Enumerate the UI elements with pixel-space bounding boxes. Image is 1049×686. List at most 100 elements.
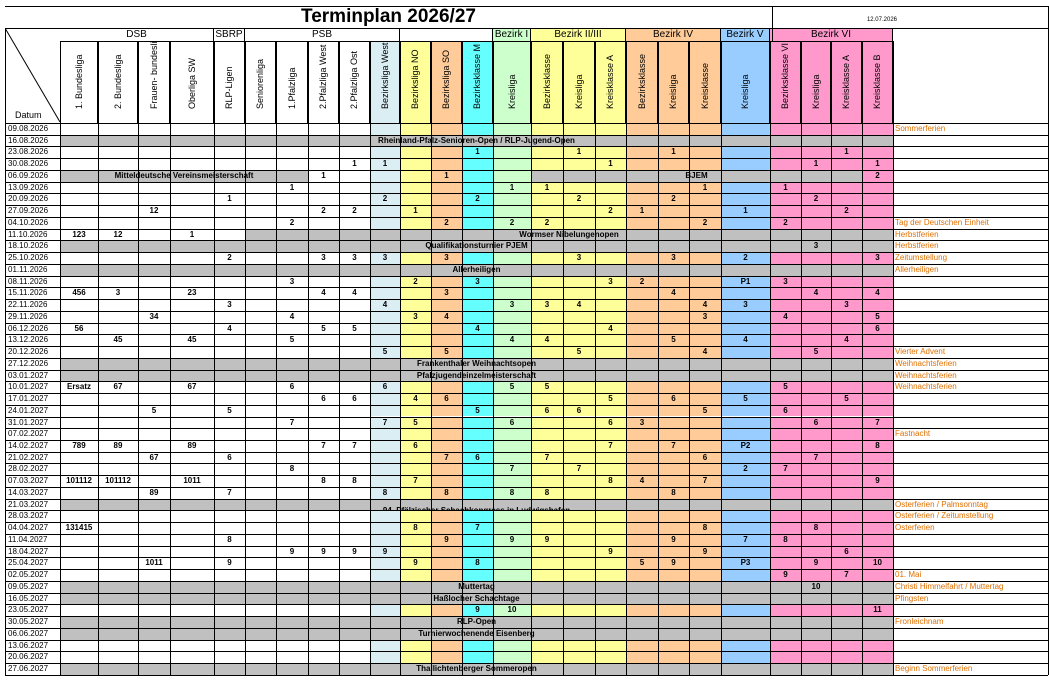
grid-cell bbox=[493, 428, 531, 440]
value-cell: 5 bbox=[509, 382, 515, 392]
note-cell: Fronleichnam bbox=[895, 617, 944, 627]
grid-cell bbox=[98, 310, 138, 323]
grid-cell bbox=[339, 158, 370, 170]
grid-cell bbox=[626, 322, 658, 335]
value-cell: 9 bbox=[544, 534, 550, 544]
grid-cell bbox=[770, 451, 801, 464]
grid-cell bbox=[431, 252, 462, 264]
grid-cell bbox=[214, 451, 245, 464]
row-line bbox=[5, 169, 1048, 171]
date-cell: 09.05.2027 bbox=[8, 581, 49, 591]
grid-cell bbox=[170, 569, 214, 581]
grid-cell bbox=[98, 439, 138, 452]
value-cell: 5 bbox=[444, 347, 449, 357]
grid-cell bbox=[801, 510, 831, 523]
row-line bbox=[5, 299, 1048, 301]
grid-cell bbox=[60, 451, 98, 464]
grid-cell bbox=[245, 299, 276, 311]
grid-cell bbox=[689, 158, 721, 170]
column-header-label: Bezirksklasse VI bbox=[780, 42, 790, 109]
grid-cell bbox=[276, 439, 308, 452]
grid-cell bbox=[658, 522, 689, 534]
grid-cell bbox=[563, 451, 595, 464]
grid-cell bbox=[370, 322, 400, 335]
value-cell: 10 bbox=[507, 605, 517, 615]
value-cell: 1011 bbox=[183, 476, 201, 486]
grid-cell bbox=[245, 569, 276, 581]
value-cell: 2 bbox=[509, 217, 515, 227]
grid-cell bbox=[626, 639, 658, 652]
grid-cell bbox=[595, 604, 626, 617]
value-cell: 6 bbox=[475, 452, 480, 462]
grid-cell bbox=[138, 604, 170, 617]
grid-cell bbox=[400, 205, 431, 217]
grid-cell bbox=[831, 275, 862, 288]
grid-cell bbox=[214, 299, 245, 311]
grid-cell bbox=[462, 123, 493, 135]
event-band: Turnierwochenende Eisenberg bbox=[60, 627, 893, 640]
grid-cell bbox=[400, 123, 431, 135]
column-header: 1.Pfalzliga bbox=[276, 41, 308, 123]
grid-cell bbox=[770, 486, 801, 499]
value-cell: 1 bbox=[444, 170, 449, 180]
grid-cell bbox=[462, 193, 493, 206]
value-cell: 9 bbox=[608, 546, 613, 556]
date-cell: 10.01.2027 bbox=[8, 382, 49, 392]
grid-cell bbox=[98, 510, 138, 523]
column-header-label: 1. Bundesliga bbox=[73, 54, 84, 109]
grid-cell bbox=[831, 463, 862, 476]
grid-cell bbox=[276, 193, 308, 206]
grid-cell bbox=[214, 310, 245, 323]
column-header-label: Kreisklasse A bbox=[841, 54, 851, 109]
grid-cell bbox=[862, 428, 893, 440]
grid-cell bbox=[595, 510, 626, 523]
grid-cell bbox=[531, 475, 563, 487]
value-cell: 4 bbox=[671, 288, 676, 298]
grid-cell bbox=[339, 275, 370, 288]
grid-cell bbox=[370, 604, 400, 617]
grid-cell bbox=[493, 557, 531, 570]
column-header: Kreisklasse A bbox=[831, 41, 862, 123]
grid-cell bbox=[831, 322, 862, 335]
row-line bbox=[5, 181, 1048, 183]
grid-cell bbox=[831, 569, 862, 581]
grid-cell bbox=[770, 522, 801, 534]
grid-cell bbox=[689, 522, 721, 534]
grid-cell bbox=[245, 158, 276, 170]
grid-cell bbox=[721, 299, 770, 311]
grid-cell bbox=[770, 310, 801, 323]
grid-cell bbox=[689, 510, 721, 523]
grid-cell bbox=[862, 651, 893, 664]
grid-cell bbox=[308, 299, 339, 311]
date-cell: 13.12.2026 bbox=[8, 335, 49, 345]
grid-cell bbox=[339, 533, 370, 546]
column-header: 2.Pfalzliga Ost bbox=[339, 41, 370, 123]
grid-cell bbox=[60, 228, 98, 241]
grid-cell bbox=[862, 522, 893, 534]
grid-cell bbox=[862, 158, 893, 170]
grid-cell bbox=[245, 216, 276, 229]
grid-cell bbox=[214, 439, 245, 452]
value-cell: 5 bbox=[382, 347, 388, 357]
value-cell: 9 bbox=[475, 605, 480, 615]
date-cell: 23.05.2027 bbox=[8, 605, 49, 615]
row-line bbox=[5, 123, 1048, 124]
grid-cell bbox=[462, 310, 493, 323]
grid-cell bbox=[721, 439, 770, 452]
grid-cell bbox=[531, 158, 563, 170]
value-cell: 9 bbox=[783, 570, 788, 580]
value-cell: 1 bbox=[475, 147, 480, 157]
grid-cell bbox=[431, 346, 462, 358]
grid-cell bbox=[370, 393, 400, 405]
grid-cell bbox=[595, 334, 626, 347]
col-line bbox=[60, 41, 61, 675]
value-cell: 45 bbox=[187, 335, 197, 345]
value-cell: 5 bbox=[576, 347, 582, 357]
grid-cell bbox=[400, 146, 431, 159]
grid-cell bbox=[531, 463, 563, 476]
grid-cell bbox=[60, 510, 98, 523]
event-band: RLP-Open bbox=[60, 616, 893, 628]
grid-cell bbox=[245, 545, 276, 558]
row-line bbox=[5, 393, 1048, 395]
value-cell: 6 bbox=[227, 452, 232, 462]
